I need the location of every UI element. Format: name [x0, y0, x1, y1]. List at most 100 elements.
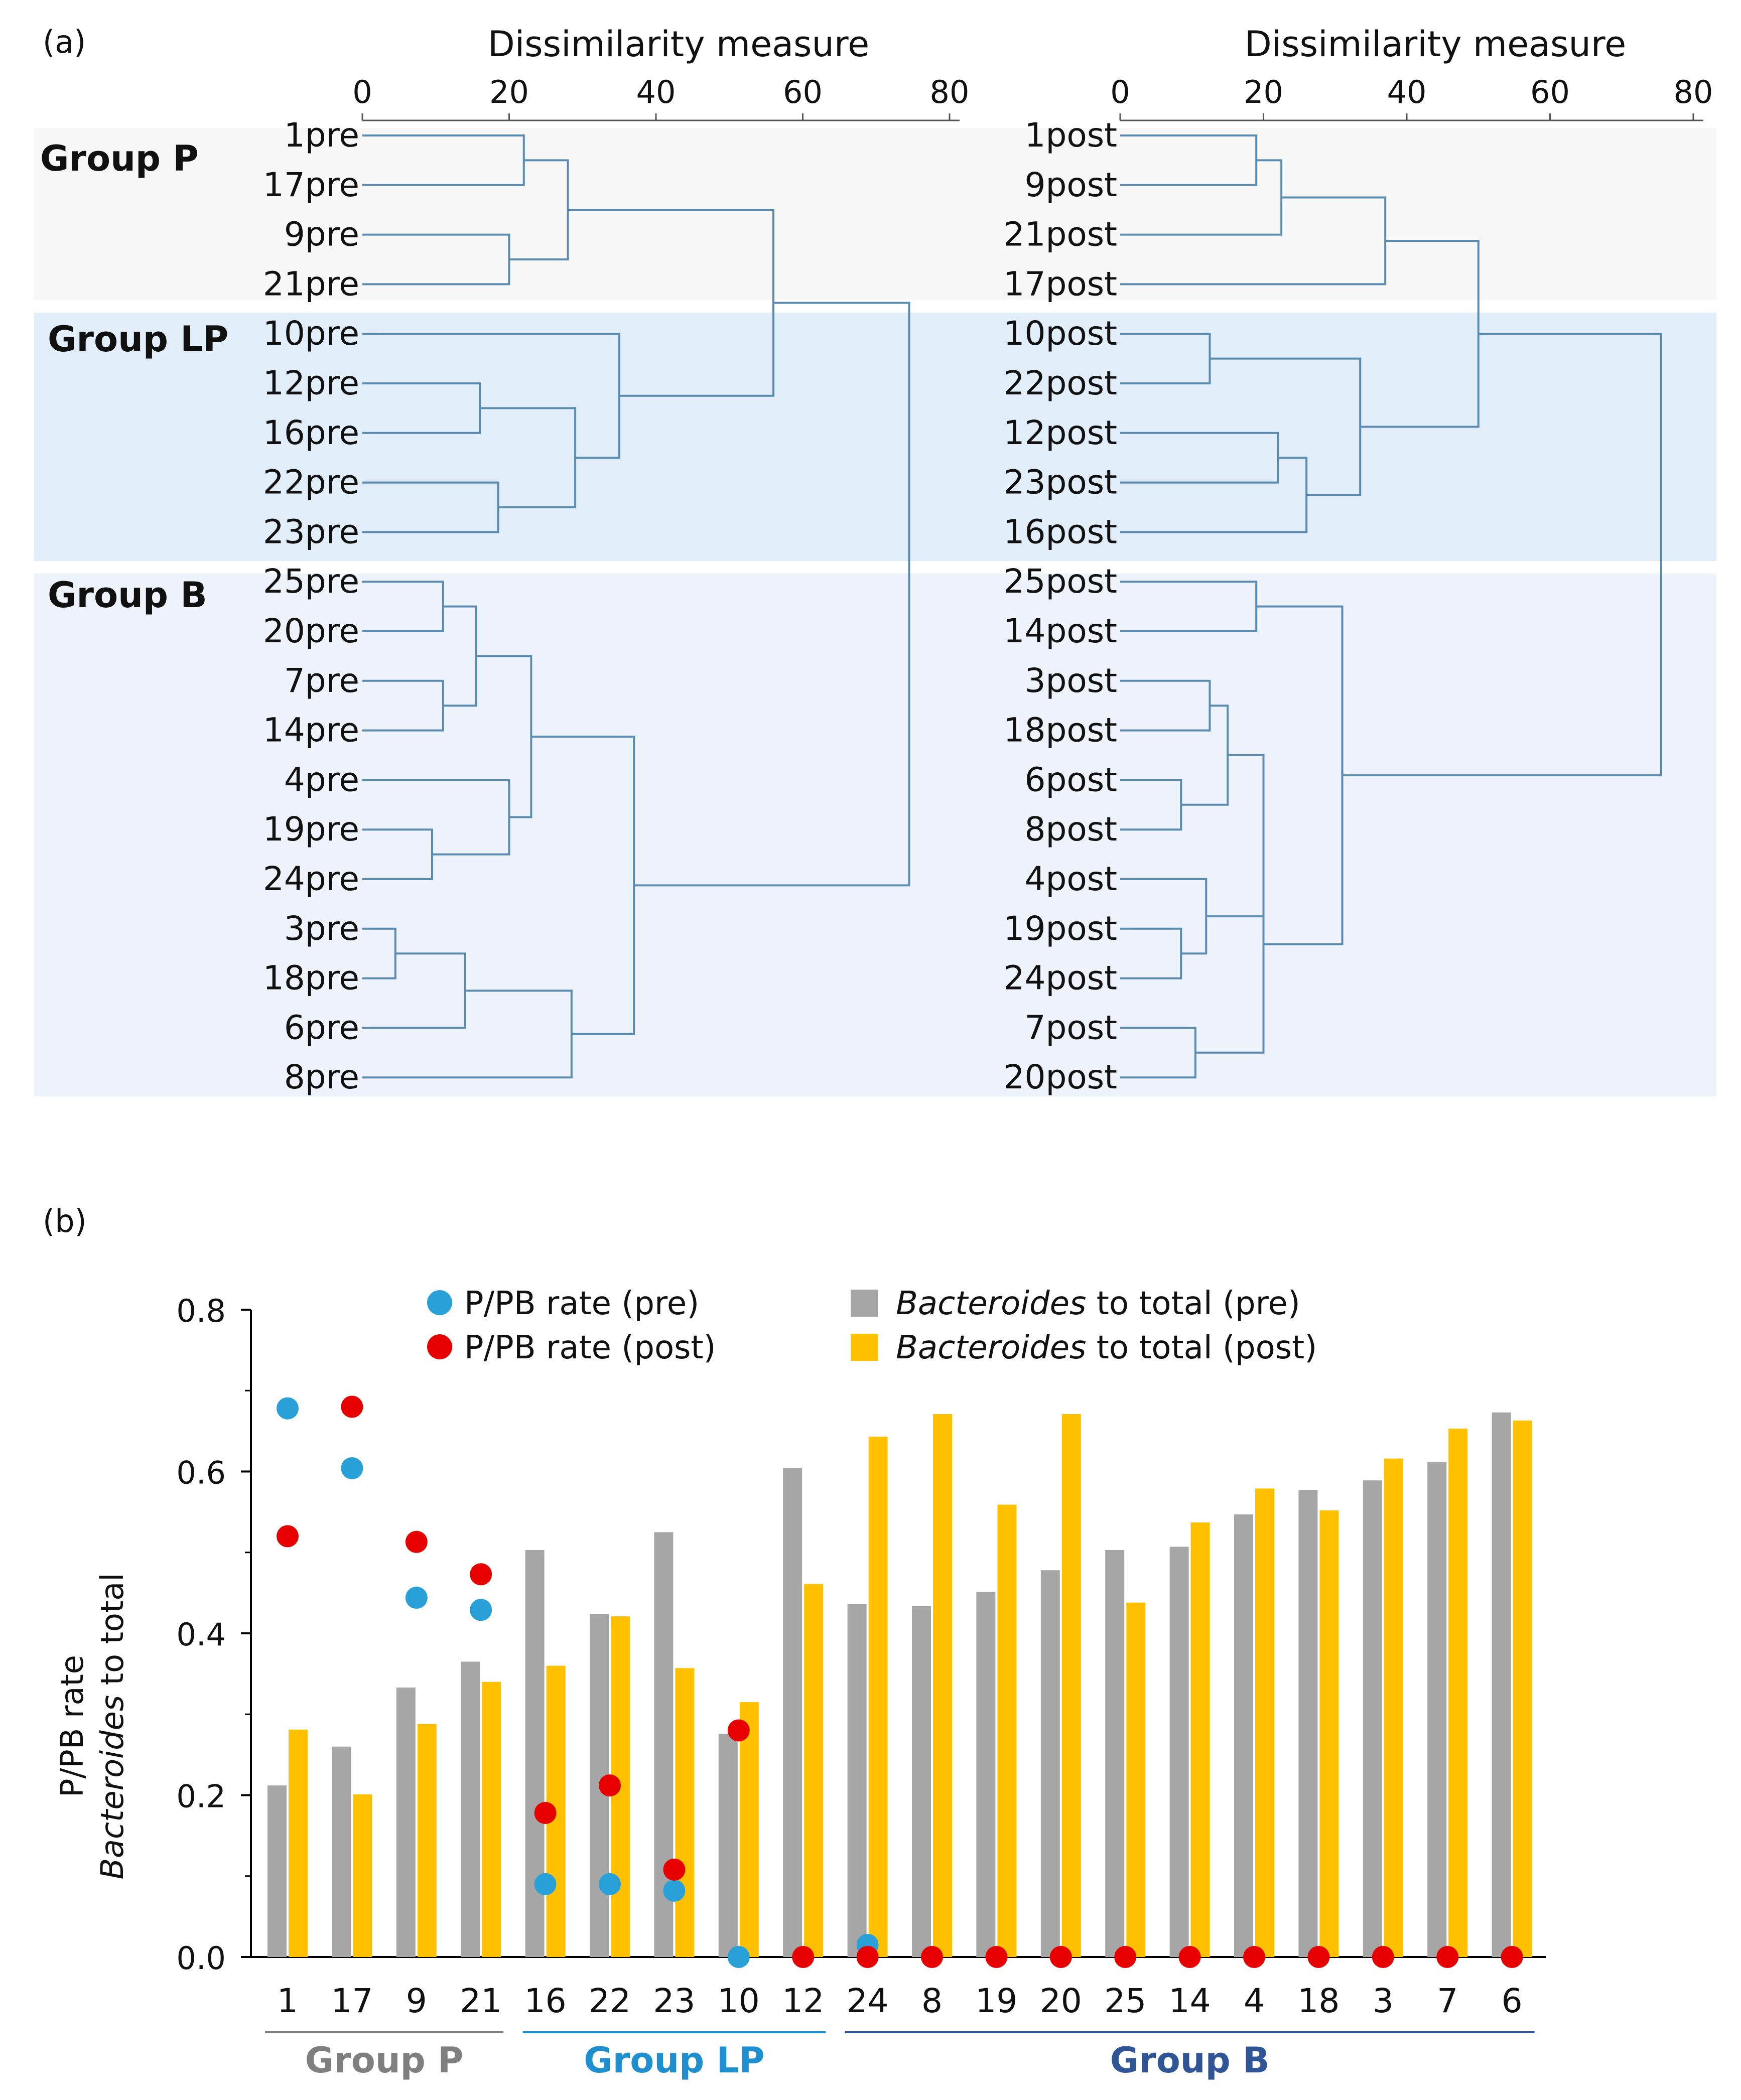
pre-leaf-label: 20pre: [263, 612, 359, 650]
bar-pre: [461, 1661, 480, 1957]
post-leaf-label: 19post: [1003, 909, 1117, 948]
pre-axis-tick-label: 0: [352, 74, 372, 110]
pre-leaf-label: 24pre: [263, 860, 359, 898]
x-axis-category-label: 17: [331, 1982, 373, 2020]
bar-pre: [783, 1468, 802, 1957]
bar-pre: [912, 1606, 931, 1957]
dot-post: [663, 1858, 686, 1881]
pre-leaf-label: 4pre: [284, 760, 359, 799]
bar-post: [353, 1794, 372, 1957]
bar-pre: [267, 1785, 287, 1957]
bar-pre: [1234, 1514, 1253, 1957]
y-axis-tick-label: 0.4: [176, 1616, 226, 1653]
dot-post: [470, 1563, 492, 1586]
x-axis-category-label: 25: [1104, 1982, 1146, 2020]
panel-a-label: (a): [43, 24, 86, 60]
pre-axis-tick-label: 40: [636, 74, 676, 110]
dot-pre: [663, 1879, 686, 1902]
dot-pre: [405, 1587, 428, 1609]
dot-pre: [534, 1873, 557, 1895]
dot-post: [1372, 1946, 1394, 1968]
dot-post: [1501, 1946, 1523, 1968]
post-leaf-label: 10post: [1003, 314, 1117, 353]
post-leaf-label: 25post: [1003, 562, 1117, 601]
bar-post: [417, 1724, 437, 1957]
pre-leaf-label: 7pre: [284, 661, 359, 700]
panel-b-label: (b): [43, 1203, 87, 1239]
dot-post: [341, 1395, 363, 1418]
x-axis-category-label: 3: [1373, 1982, 1394, 2020]
dot-post: [792, 1946, 815, 1968]
dot-post: [1114, 1946, 1137, 1968]
post-dendrogram-link: [1210, 357, 1362, 496]
pre-axis-tick-label: 20: [489, 74, 529, 110]
x-axis-category-label: 16: [524, 1982, 567, 2020]
bar-post: [1061, 1414, 1081, 1957]
x-axis-category-label: 24: [847, 1982, 889, 2020]
post-leaf-label: 24post: [1003, 959, 1117, 998]
panel-a-dendrograms: (a) Group P Group LP Group B Dissimilari…: [34, 24, 1716, 1096]
x-axis-category-label: 20: [1040, 1982, 1082, 2020]
dot-post: [1049, 1946, 1072, 1968]
pre-axis: 0 20 40 60 80: [352, 74, 969, 121]
dot-post: [921, 1946, 943, 1968]
bar-post: [739, 1702, 759, 1957]
group-lp-label: Group LP: [48, 319, 228, 360]
pre-leaf-label: 23pre: [263, 512, 359, 551]
legend-bar-pre-swatch: [851, 1290, 878, 1317]
x-axis-category-label: 6: [1502, 1982, 1523, 2020]
post-dendrogram-link: [1342, 333, 1662, 777]
bar-pre: [1105, 1550, 1125, 1957]
dot-post: [277, 1525, 299, 1548]
bar-pre: [976, 1592, 996, 1957]
x-axis-category-label: 7: [1437, 1982, 1458, 2020]
pre-leaf-label: 3pre: [284, 909, 359, 948]
post-leaf-label: 7post: [1024, 1008, 1117, 1047]
pre-leaf-label: 25pre: [263, 562, 359, 601]
bar-post: [1126, 1602, 1146, 1957]
group-label: Group P: [305, 2040, 464, 2081]
pre-dendrogram: [362, 134, 910, 1079]
legend-dot-pre-icon: [427, 1290, 452, 1315]
group-label: Group B: [1110, 2040, 1270, 2081]
post-leaf-label: 14post: [1003, 612, 1117, 650]
x-axis-category-label: 14: [1169, 1982, 1211, 2020]
y-axis-tick-label: 0.0: [176, 1940, 226, 1977]
post-leaf-label: 9post: [1024, 166, 1117, 204]
chart-dots: [277, 1395, 1523, 1968]
legend-bar-post-swatch: [851, 1334, 878, 1361]
bar-post: [1448, 1429, 1468, 1957]
post-leaf-label: 17post: [1003, 264, 1117, 303]
dot-post: [534, 1801, 557, 1824]
post-axis: 0 20 40 60 80: [1110, 74, 1713, 121]
bar-pre: [1492, 1412, 1511, 1957]
dot-post: [1436, 1946, 1459, 1968]
dot-post: [405, 1530, 428, 1553]
chart-bars: [267, 1412, 1532, 1957]
bar-pre: [1040, 1570, 1060, 1957]
pre-leaf-label: 17pre: [263, 166, 359, 204]
post-leaf-label: 16post: [1003, 512, 1117, 551]
panel-b-chart: (b) P/PB rate Bacteroides to total 0.0 0.…: [43, 1203, 1546, 2081]
post-leaf-label: 6post: [1024, 760, 1117, 799]
bar-post: [997, 1504, 1017, 1957]
chart-category-labels: 1 17 9 21 16 22 23 10 12 24 8 19 20 25 14 4 18 3 7 6: [277, 1982, 1523, 2020]
x-axis-category-label: 22: [589, 1982, 631, 2020]
x-axis-category-label: 1: [277, 1982, 298, 2020]
bar-post: [804, 1584, 824, 1957]
post-dendrogram-link: [1256, 605, 1344, 945]
bar-pre: [718, 1733, 738, 1957]
post-axis-title: Dissimilarity measure: [1245, 24, 1626, 65]
dot-post: [599, 1774, 621, 1797]
bar-post: [868, 1437, 888, 1957]
dot-pre: [599, 1873, 621, 1895]
post-leaf-label: 22post: [1003, 364, 1117, 402]
bar-pre: [525, 1550, 545, 1957]
dot-pre: [727, 1946, 750, 1968]
bar-post: [1319, 1510, 1339, 1957]
dot-post: [1178, 1946, 1201, 1968]
post-leaf-label: 3post: [1024, 661, 1117, 700]
legend: P/PB rate (pre) P/PB rate (post) Bactero…: [427, 1285, 1317, 1366]
post-leaf-label: 1post: [1024, 116, 1117, 155]
